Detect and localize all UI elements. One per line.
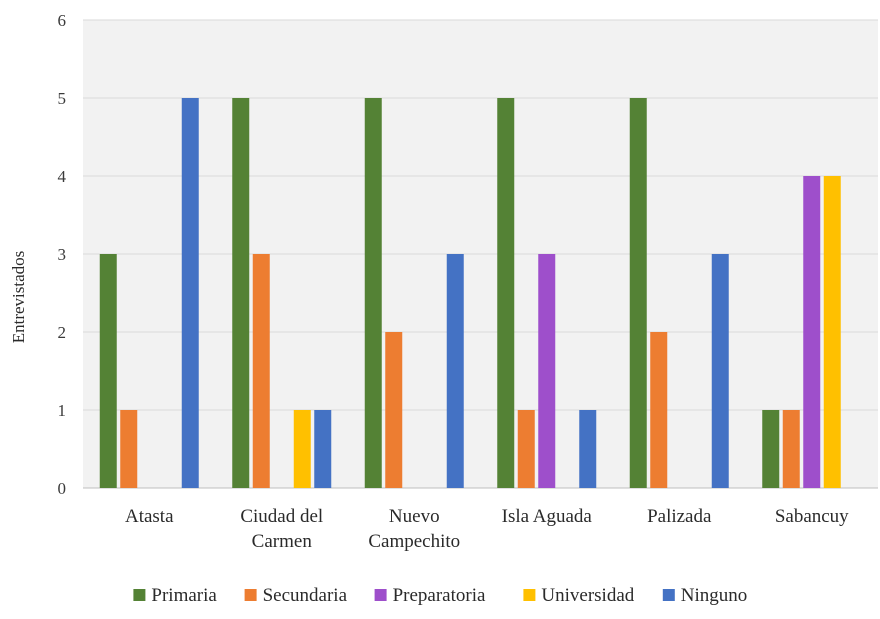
bar-primaria xyxy=(364,98,382,488)
x-category-label: Isla Aguada xyxy=(502,506,593,527)
bar-secundaria xyxy=(385,332,403,488)
legend-swatch xyxy=(374,589,387,601)
x-category-label: Nuevo xyxy=(389,506,440,527)
x-category-label: Atasta xyxy=(125,506,174,527)
y-tick-label: 3 xyxy=(58,245,67,264)
y-tick-label: 2 xyxy=(58,323,67,342)
x-axis-categories: Atasta Ciudad del Carmen Nuevo Campechito Isl… xyxy=(125,506,849,552)
bar-universidad xyxy=(823,176,841,488)
bar-ninguno xyxy=(579,410,597,488)
legend-label: Universidad xyxy=(541,585,634,606)
legend-swatch xyxy=(523,589,536,601)
bar-primaria xyxy=(232,98,250,488)
bar-secundaria xyxy=(252,254,270,488)
legend: Primaria Secundaria Preparatoria Universida… xyxy=(133,585,747,606)
legend-label: Primaria xyxy=(151,585,217,606)
bar-primaria xyxy=(762,410,780,488)
y-axis-label: Entrevistados xyxy=(9,251,28,344)
gridlines xyxy=(83,19,878,489)
legend-swatch xyxy=(133,589,146,601)
bar-secundaria xyxy=(650,332,668,488)
legend-swatch xyxy=(662,589,675,601)
x-category-label: Sabancuy xyxy=(775,506,849,527)
x-category-label: Carmen xyxy=(252,531,313,552)
legend-swatch xyxy=(244,589,257,601)
y-tick-label: 4 xyxy=(58,167,67,186)
y-tick-label: 5 xyxy=(58,89,67,108)
legend-label: Ninguno xyxy=(681,585,748,606)
bar-ninguno xyxy=(314,410,332,488)
x-category-label: Ciudad del xyxy=(240,506,323,527)
x-category-label: Palizada xyxy=(647,506,712,527)
y-tick-label: 0 xyxy=(58,479,67,498)
bar-secundaria xyxy=(782,410,800,488)
bar-secundaria xyxy=(517,410,535,488)
y-tick-label: 6 xyxy=(58,11,67,30)
bar-preparatoria xyxy=(538,254,556,488)
bar-secundaria xyxy=(120,410,138,488)
bar-preparatoria xyxy=(803,176,821,488)
bars xyxy=(99,98,841,488)
bar-primaria xyxy=(497,98,515,488)
x-category-label: Campechito xyxy=(368,531,460,552)
bar-ninguno xyxy=(446,254,464,488)
legend-label: Secundaria xyxy=(263,585,348,606)
bar-ninguno xyxy=(181,98,199,488)
y-tick-label: 1 xyxy=(58,401,67,420)
legend-label: Preparatoria xyxy=(393,585,486,606)
bar-primaria xyxy=(629,98,647,488)
bar-ninguno xyxy=(711,254,729,488)
bar-primaria xyxy=(99,254,117,488)
bar-universidad xyxy=(293,410,311,488)
y-axis-ticks: 0 1 2 3 4 5 6 xyxy=(58,11,67,498)
